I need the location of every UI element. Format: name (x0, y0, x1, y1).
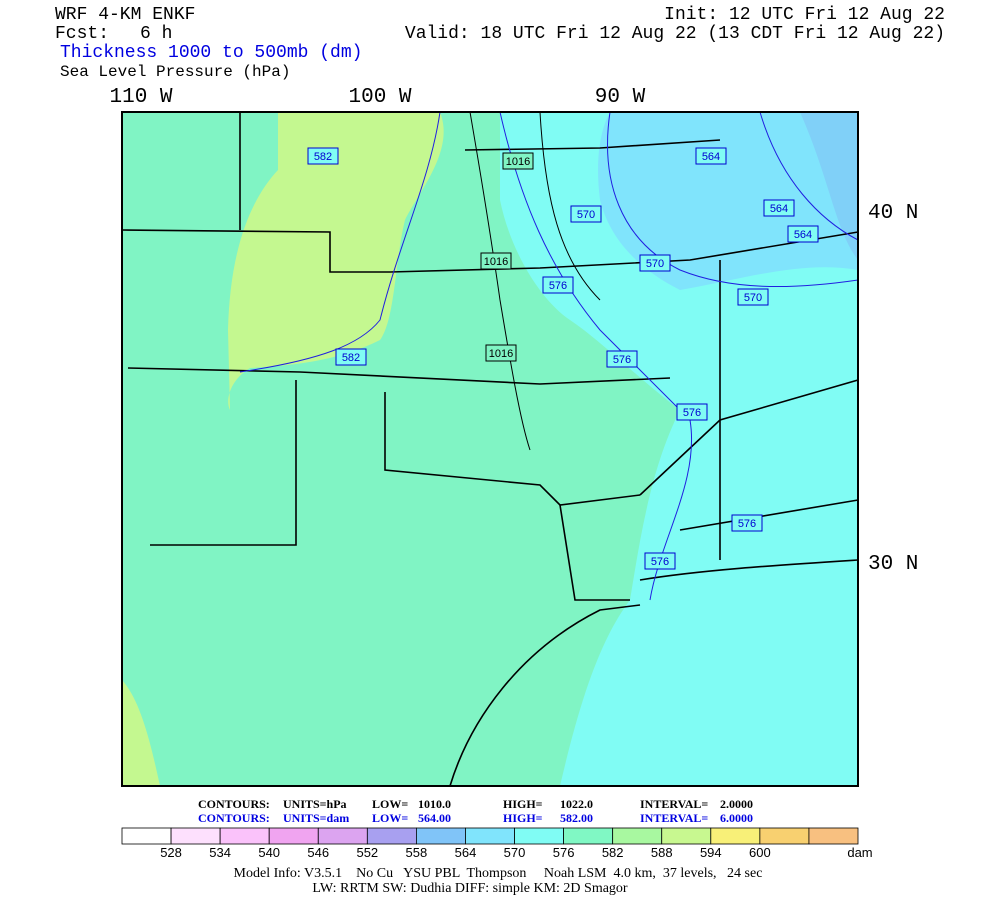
low-value: 1010.0 (418, 797, 451, 811)
colorbar-label: 528 (160, 845, 182, 860)
latitude-label: 40 N (868, 202, 918, 225)
field-thickness: Thickness 1000 to 500mb (dm) (60, 43, 362, 63)
init-time: Init: 12 UTC Fri 12 Aug 22 (664, 5, 945, 25)
longitude-label: 90 W (595, 86, 646, 109)
contour-label: 564 (770, 203, 788, 215)
valid-time: Valid: 18 UTC Fri 12 Aug 22 (13 CDT Fri … (405, 24, 945, 44)
low-value: 564.00 (418, 811, 451, 825)
colorbar-swatch (170, 827, 221, 845)
contour-label-box (695, 147, 727, 165)
contour-label-box (639, 254, 671, 272)
field-pressure: Sea Level Pressure (hPa) (60, 63, 290, 81)
contour-label: 576 (613, 354, 631, 366)
colorbar-label: 570 (504, 845, 526, 860)
colorbar-swatch (465, 827, 515, 845)
model-info: Model Info: V3.5.1 No Cu YSU PBL Thompso… (234, 866, 763, 881)
colorbar-label: 564 (455, 845, 477, 860)
contour-label-box (502, 152, 534, 170)
colorbar-swatch (563, 827, 614, 845)
pressure-labels: 1016 1016 1016 (480, 152, 534, 362)
colorbar-label: 594 (700, 845, 722, 860)
model-name: WRF 4-KM ENKF (55, 5, 195, 25)
contour-label: 1016 (484, 256, 508, 268)
contour-label-box (542, 276, 574, 294)
contour-label-box (570, 205, 602, 223)
contour-label-box (480, 252, 512, 270)
low-label: LOW= (372, 811, 408, 825)
colorbar-label: 588 (651, 845, 673, 860)
colorbar: 528 534 540 546 552 558 564 570 576 582 588 594 600 (121, 827, 859, 860)
colorbar-label: 558 (406, 845, 428, 860)
forecast-label: Fcst: (55, 24, 109, 44)
colorbar-label: 540 (258, 845, 280, 860)
contour-label: 570 (646, 258, 664, 270)
colorbar-swatch (219, 827, 270, 845)
interval-label: INTERVAL= (640, 811, 708, 825)
contour-label: 576 (549, 280, 567, 292)
colorbar-unit: dam (847, 845, 872, 860)
colorbar-swatch (317, 827, 368, 845)
colorbar-swatch (514, 827, 564, 845)
contour-label-box (335, 348, 367, 366)
contour-label: 570 (744, 292, 762, 304)
contour-label: 1016 (489, 348, 513, 360)
contour-label: 1016 (506, 156, 530, 168)
contour-label: 576 (651, 556, 669, 568)
low-label: LOW= (372, 797, 408, 811)
colorbar-swatch (268, 827, 319, 845)
contour-label-box (606, 350, 638, 368)
units: UNITS=hPa (283, 797, 347, 811)
interval-label: INTERVAL= (640, 797, 708, 811)
high-label: HIGH= (503, 811, 543, 825)
units: UNITS=dam (283, 811, 349, 825)
latitude-label: 30 N (868, 553, 918, 576)
contour-label-box (731, 514, 763, 532)
contour-info: CONTOURS: UNITS=hPa LOW= 1010.0 HIGH= 10… (198, 797, 753, 825)
colorbar-label: 546 (307, 845, 329, 860)
interval-value: 2.0000 (720, 797, 753, 811)
colorbar-label: 600 (749, 845, 771, 860)
interval-value: 6.0000 (720, 811, 753, 825)
thickness-labels: 582 582 570 570 570 564 564 564 576 576 576 576 576 (307, 147, 819, 570)
colorbar-swatch (661, 827, 712, 845)
colorbar-swatch (759, 827, 810, 845)
colorbar-swatch (808, 827, 859, 845)
colorbar-label: 582 (602, 845, 624, 860)
colorbar-label: 552 (356, 845, 378, 860)
colorbar-swatch (366, 827, 417, 845)
contour-label: 564 (794, 229, 812, 241)
contours-label: CONTOURS: (198, 797, 270, 811)
colorbar-swatch (612, 827, 663, 845)
physics-info: LW: RRTM SW: Dudhia DIFF: simple KM: 2D … (312, 881, 628, 896)
high-label: HIGH= (503, 797, 543, 811)
colorbar-swatch (415, 827, 466, 845)
longitude-label: 100 W (348, 86, 411, 109)
contour-label-box (644, 552, 676, 570)
contour-label-box (307, 147, 339, 165)
contour-label-box (737, 288, 769, 306)
map (121, 111, 859, 787)
longitude-label: 110 W (109, 86, 172, 109)
contour-label-box (676, 403, 708, 421)
contours-label: CONTOURS: (198, 811, 270, 825)
contour-label: 582 (314, 151, 332, 163)
contour-label: 576 (738, 518, 756, 530)
contour-label: 570 (577, 209, 595, 221)
high-value: 582.00 (560, 811, 593, 825)
contour-label-box (763, 199, 795, 217)
contour-label: 576 (683, 407, 701, 419)
contour-label-box (787, 225, 819, 243)
forecast-hours: 6 h (140, 24, 172, 44)
contour-label: 582 (342, 352, 360, 364)
colorbar-swatch (710, 827, 761, 845)
high-value: 1022.0 (560, 797, 593, 811)
colorbar-label: 534 (209, 845, 231, 860)
contour-label: 564 (702, 151, 720, 163)
contour-label-box (485, 344, 517, 362)
colorbar-label: 576 (553, 845, 575, 860)
colorbar-swatch (121, 827, 172, 845)
